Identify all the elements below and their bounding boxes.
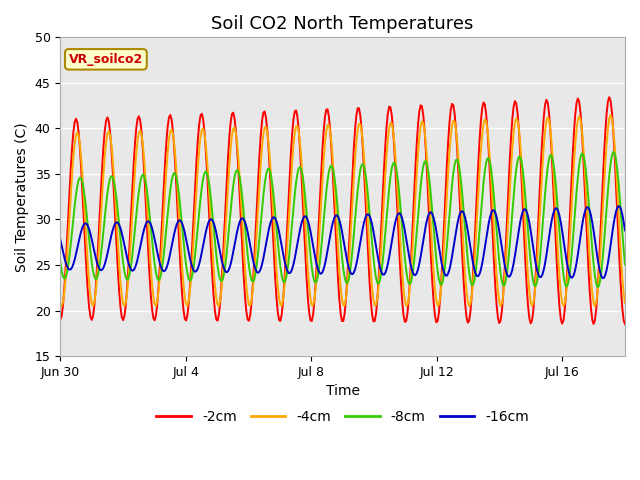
-16cm xyxy=(56,237,64,242)
Line: -8cm: -8cm xyxy=(60,152,625,287)
X-axis label: Time: Time xyxy=(326,384,360,398)
-8cm xyxy=(503,269,511,275)
Y-axis label: Soil Temperatures (C): Soil Temperatures (C) xyxy=(15,122,29,272)
Legend: -2cm, -4cm, -8cm, -16cm: -2cm, -4cm, -8cm, -16cm xyxy=(150,405,535,430)
-4cm xyxy=(384,137,392,143)
-2cm xyxy=(56,317,64,323)
-2cm xyxy=(574,96,582,101)
-4cm xyxy=(607,112,614,118)
-8cm xyxy=(594,284,602,290)
-16cm xyxy=(384,261,392,267)
Text: VR_soilco2: VR_soilco2 xyxy=(68,53,143,66)
Line: -2cm: -2cm xyxy=(60,97,625,324)
-2cm xyxy=(384,110,392,116)
Line: -16cm: -16cm xyxy=(60,206,625,278)
-8cm xyxy=(448,182,456,188)
-16cm xyxy=(621,228,629,233)
-8cm xyxy=(621,262,629,267)
Line: -4cm: -4cm xyxy=(60,115,625,306)
-16cm xyxy=(448,253,456,259)
-2cm xyxy=(621,321,629,327)
-16cm xyxy=(503,272,511,277)
-4cm xyxy=(448,122,456,128)
-16cm xyxy=(492,210,499,216)
-4cm xyxy=(591,303,598,309)
-4cm xyxy=(574,117,582,122)
-2cm xyxy=(492,283,499,289)
Title: Soil CO2 North Temperatures: Soil CO2 North Temperatures xyxy=(211,15,474,33)
-4cm xyxy=(621,300,629,306)
-8cm xyxy=(384,200,392,205)
-16cm xyxy=(100,265,108,271)
-4cm xyxy=(492,252,499,258)
-8cm xyxy=(100,228,108,233)
-8cm xyxy=(609,149,617,155)
-16cm xyxy=(599,276,607,281)
-2cm xyxy=(448,101,456,107)
-2cm xyxy=(605,94,613,100)
-4cm xyxy=(503,238,511,243)
-8cm xyxy=(56,259,64,264)
-16cm xyxy=(574,252,582,258)
-8cm xyxy=(492,211,499,216)
-2cm xyxy=(100,143,108,149)
-16cm xyxy=(614,203,622,209)
-8cm xyxy=(574,174,582,180)
-4cm xyxy=(56,300,64,306)
-2cm xyxy=(503,216,511,221)
-4cm xyxy=(100,170,108,176)
